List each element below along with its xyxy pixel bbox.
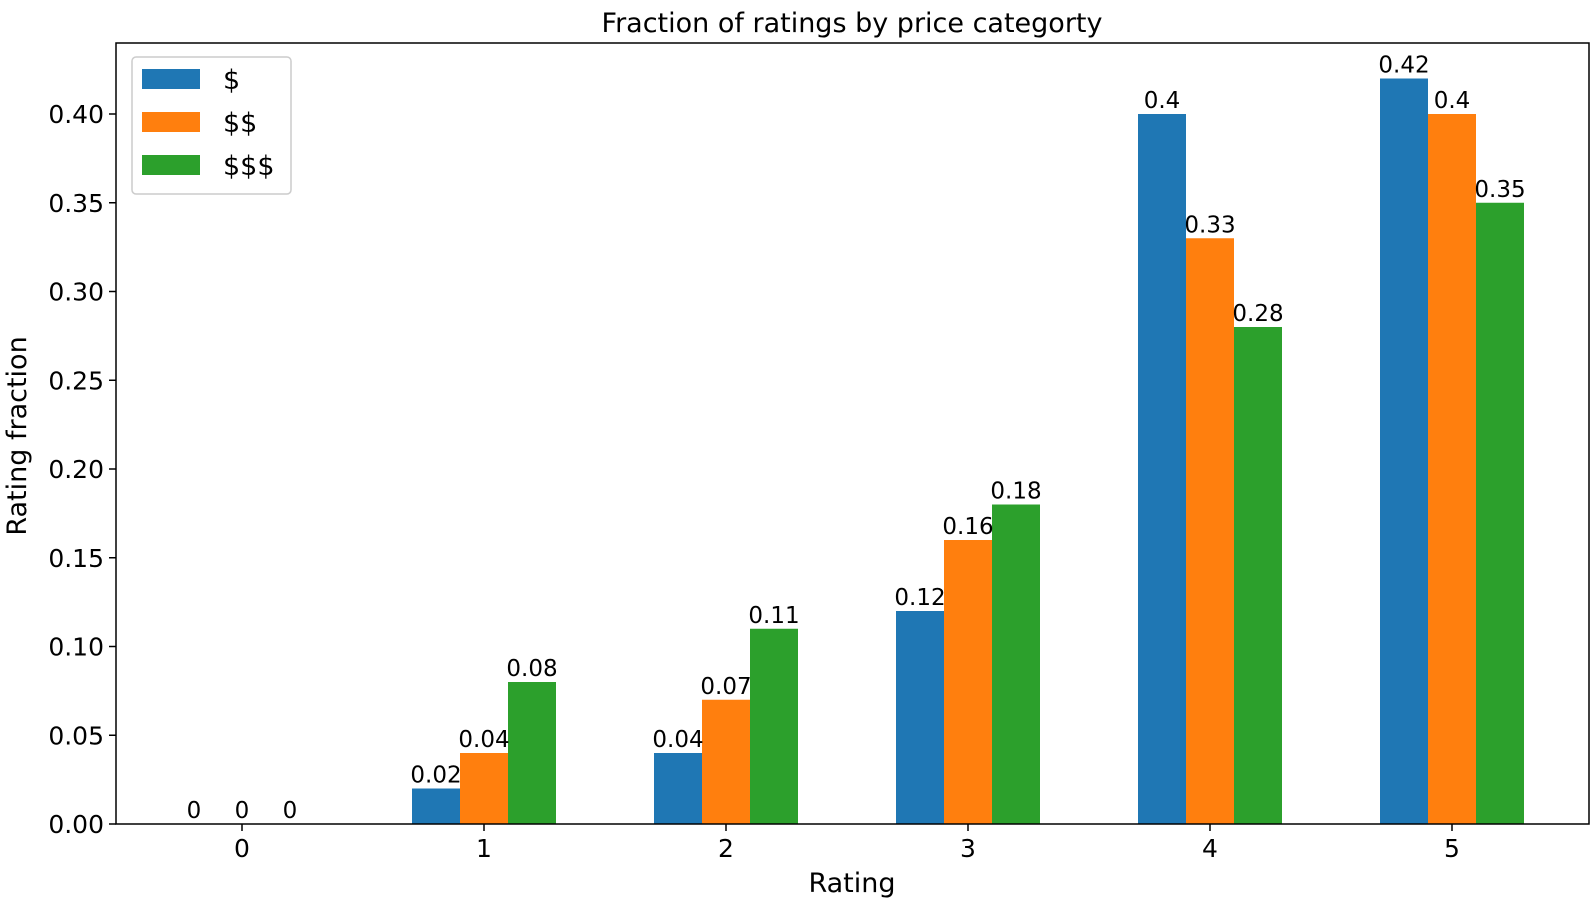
bar: [508, 682, 556, 824]
bar: [460, 753, 508, 824]
y-tick-label: 0.10: [48, 633, 104, 662]
y-tick-label: 0.30: [48, 278, 104, 307]
data-label: 0.35: [1474, 177, 1525, 203]
data-labels-layer: 00.020.040.120.40.4200.040.070.160.330.4…: [187, 53, 1526, 825]
legend-swatch: [142, 155, 200, 175]
legend-label: $: [223, 65, 240, 96]
data-label: 0.16: [942, 514, 993, 540]
y-axis-label: Rating fraction: [2, 336, 33, 535]
bars-layer: [412, 78, 1524, 824]
y-tick-label: 0.00: [48, 810, 104, 839]
x-axis-label: Rating: [808, 868, 895, 899]
y-tick-label: 0.35: [48, 189, 104, 218]
bar: [1380, 78, 1428, 824]
data-label: 0.04: [652, 727, 703, 753]
y-tick-label: 0.05: [48, 721, 104, 750]
chart-title: Fraction of ratings by price categorty: [602, 8, 1103, 39]
bar: [992, 504, 1040, 824]
bar: [896, 611, 944, 824]
y-tick-label: 0.25: [48, 366, 104, 395]
data-label: 0.02: [410, 763, 461, 789]
data-label: 0.33: [1184, 212, 1235, 238]
plot-frame: [115, 42, 1590, 825]
data-label: 0.11: [748, 603, 799, 629]
data-label: 0.08: [506, 656, 557, 682]
x-tick-label: 4: [1202, 834, 1218, 863]
data-label: 0.4: [1144, 88, 1181, 114]
bar: [654, 753, 702, 824]
bar: [1138, 114, 1186, 824]
bar: [750, 628, 798, 824]
legend: $$$$$$: [131, 56, 292, 195]
x-tick-label: 5: [1444, 834, 1460, 863]
y-tick-label: 0.40: [48, 100, 104, 129]
data-label: 0.18: [990, 479, 1041, 505]
data-label: 0.12: [894, 585, 945, 611]
data-label: 0.4: [1434, 88, 1471, 114]
data-label: 0: [187, 798, 202, 824]
bar: [1476, 202, 1524, 824]
data-label: 0.04: [458, 727, 509, 753]
bar: [1186, 238, 1234, 824]
data-label: 0: [283, 798, 298, 824]
x-tick-label: 0: [234, 834, 250, 863]
bar: [1234, 327, 1282, 824]
x-tick-label: 2: [718, 834, 734, 863]
x-tick-label: 1: [476, 834, 492, 863]
y-tick-label: 0.15: [48, 544, 104, 573]
y-tick-label: 0.20: [48, 455, 104, 484]
legend-label: $$$: [223, 151, 275, 182]
legend-label: $$: [223, 108, 257, 139]
bar: [944, 540, 992, 824]
legend-swatch: [142, 112, 200, 132]
bar: [702, 699, 750, 824]
data-label: 0.28: [1232, 301, 1283, 327]
data-label: 0: [235, 798, 250, 824]
data-label: 0.07: [700, 674, 751, 700]
ticks-layer: 0.00 0.05 0.10 0.15 0.20 0.25 0.30 0.35 0.40 0 1 2 3…: [48, 100, 1460, 863]
bar: [1428, 114, 1476, 824]
x-tick-label: 3: [960, 834, 976, 863]
legend-swatch: [142, 69, 200, 89]
bar: [412, 788, 460, 824]
data-label: 0.42: [1378, 53, 1429, 79]
